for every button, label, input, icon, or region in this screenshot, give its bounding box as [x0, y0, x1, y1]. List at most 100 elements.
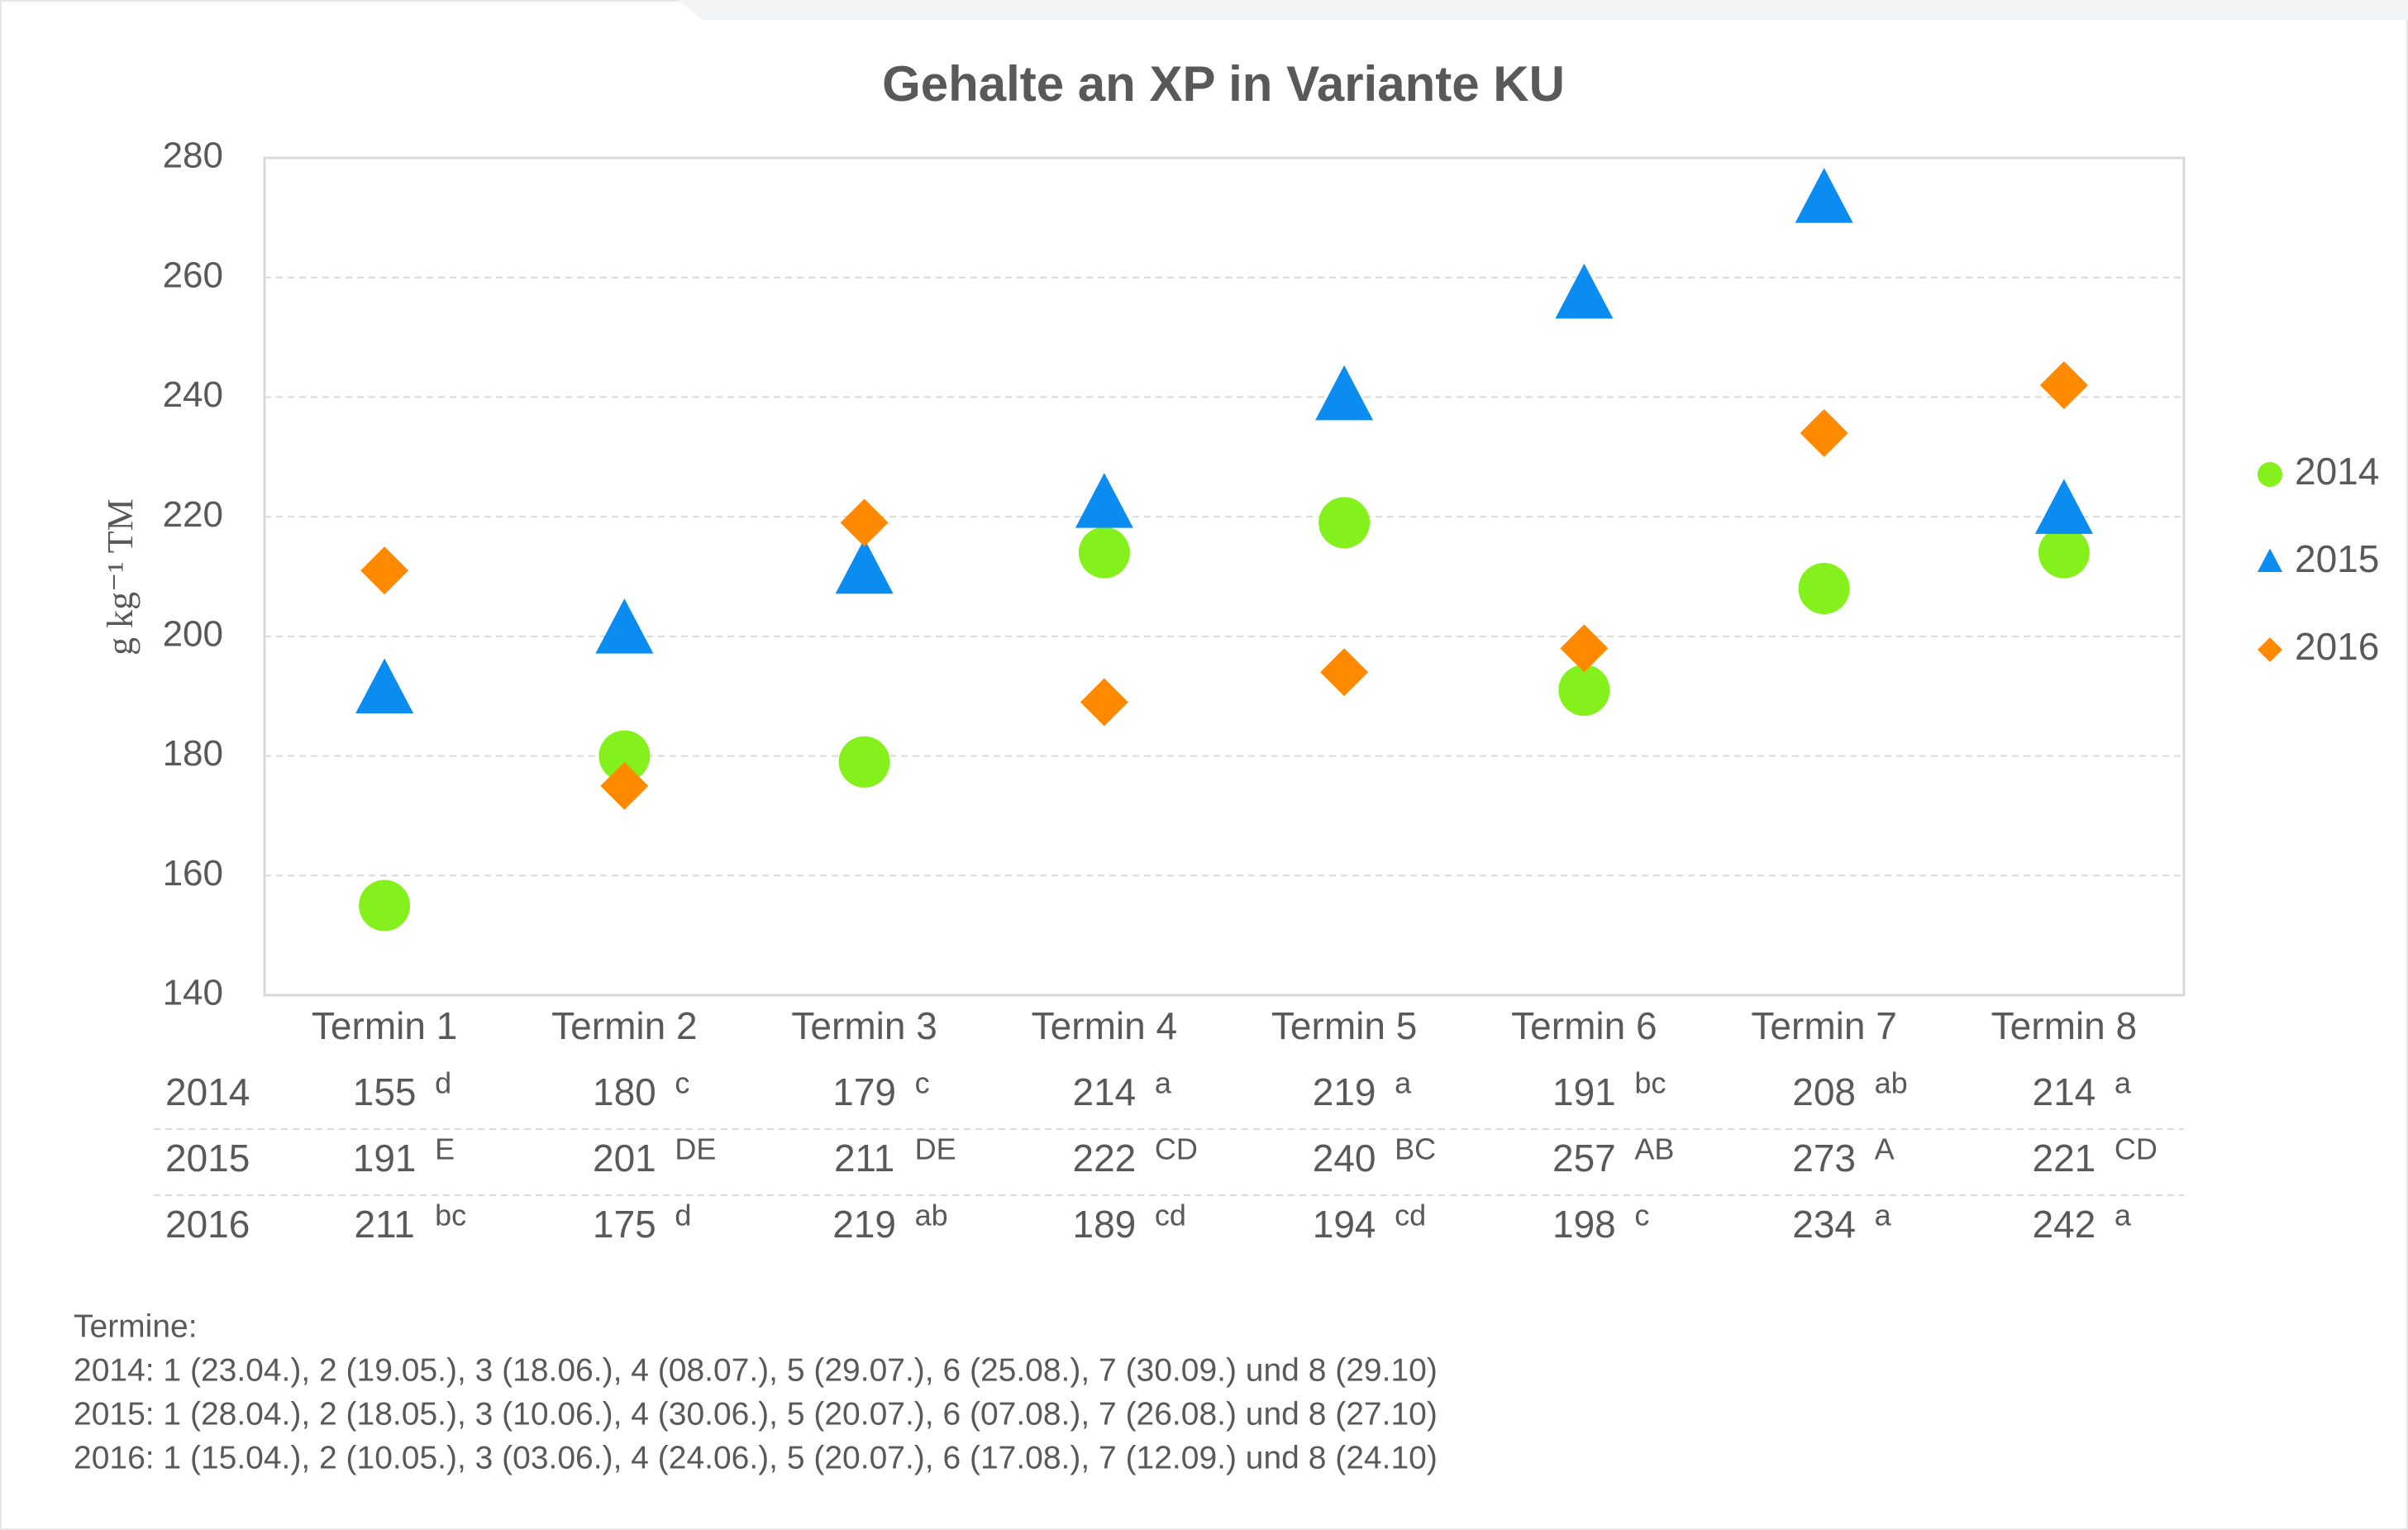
- table-value: 155: [353, 1070, 417, 1113]
- table-letter: d: [675, 1199, 691, 1232]
- point: [1075, 473, 1133, 528]
- table-letter: DE: [915, 1132, 956, 1166]
- table-letter: a: [1875, 1199, 1892, 1232]
- point: [595, 598, 654, 654]
- table-row-label: 2016: [165, 1203, 250, 1246]
- point: [1080, 678, 1128, 727]
- point: [1795, 168, 1853, 223]
- point: [1315, 365, 1374, 421]
- y-axis-label: g kg⁻¹ TM: [100, 498, 141, 655]
- table-letter: bc: [1634, 1066, 1666, 1100]
- y-tick-label: 140: [163, 973, 223, 1013]
- table-letter: CD: [1155, 1132, 1198, 1166]
- legend-label: 2015: [2295, 537, 2379, 580]
- table-value: 234: [1792, 1203, 1856, 1246]
- table-letter: ab: [915, 1199, 948, 1232]
- table-letter: cd: [1155, 1199, 1186, 1232]
- point: [1560, 624, 1609, 673]
- table-letter: a: [1155, 1066, 1172, 1100]
- table-value: 201: [593, 1137, 656, 1180]
- point: [360, 546, 409, 595]
- legend-marker: [2258, 462, 2282, 487]
- point: [1318, 497, 1371, 549]
- table-letter: a: [1395, 1066, 1412, 1100]
- table-value: 194: [1313, 1203, 1376, 1246]
- chart-title: Gehalte an XP in Variante KU: [882, 56, 1565, 112]
- table-letter: DE: [675, 1132, 716, 1166]
- point: [1320, 648, 1369, 697]
- table-value: 191: [1552, 1070, 1616, 1113]
- table-value: 240: [1313, 1137, 1376, 1180]
- table-value: 214: [2033, 1070, 2096, 1113]
- point: [359, 879, 411, 932]
- table-letter: a: [2115, 1066, 2132, 1100]
- point: [600, 761, 649, 810]
- table-value: 242: [2033, 1203, 2096, 1246]
- note: 2014: 1 (23.04.), 2 (19.05.), 3 (18.06.)…: [74, 1352, 1438, 1388]
- table-value: 219: [832, 1203, 896, 1246]
- plot-border: [263, 156, 2186, 997]
- table-letter: c: [675, 1066, 689, 1100]
- x-tick-label: Termin 3: [791, 1004, 937, 1047]
- point: [2038, 527, 2090, 579]
- table-value: 180: [593, 1070, 656, 1113]
- point: [1078, 527, 1130, 579]
- point: [1798, 562, 1850, 614]
- table-value: 211: [354, 1203, 414, 1246]
- table-letter: d: [435, 1066, 451, 1100]
- y-tick-label: 200: [163, 613, 223, 654]
- point: [1800, 408, 1848, 457]
- x-tick-label: Termin 4: [1032, 1004, 1177, 1047]
- table-value: 214: [1073, 1070, 1137, 1113]
- table-value: 219: [1313, 1070, 1376, 1113]
- point: [1558, 664, 1610, 716]
- table-value: 221: [2033, 1137, 2096, 1180]
- y-tick-label: 260: [163, 255, 223, 295]
- legend-marker: [2258, 637, 2282, 662]
- table-letter: CD: [2115, 1132, 2158, 1166]
- y-tick-label: 180: [163, 733, 223, 774]
- point: [2039, 360, 2088, 409]
- table-value: 273: [1792, 1137, 1856, 1180]
- table-letter: ab: [1875, 1066, 1908, 1100]
- table-value: 175: [593, 1203, 656, 1246]
- point: [835, 538, 894, 594]
- y-tick-label: 160: [163, 853, 223, 894]
- point: [1555, 263, 1614, 319]
- table-letter: c: [1634, 1199, 1649, 1232]
- x-tick-label: Termin 8: [1991, 1004, 2137, 1047]
- point: [2034, 479, 2093, 534]
- table-letter: E: [435, 1132, 455, 1166]
- table-value: 211: [834, 1137, 894, 1180]
- note: Termine:: [74, 1308, 198, 1344]
- table-letter: bc: [435, 1199, 466, 1232]
- note: 2015: 1 (28.04.), 2 (18.05.), 3 (10.06.)…: [74, 1396, 1438, 1432]
- x-tick-label: Termin 5: [1271, 1004, 1417, 1047]
- legend-label: 2014: [2295, 450, 2379, 493]
- legend-label: 2016: [2295, 625, 2379, 668]
- y-tick-label: 220: [163, 494, 223, 535]
- table-value: 257: [1552, 1137, 1616, 1180]
- table-value: 198: [1552, 1203, 1616, 1246]
- y-tick-label: 240: [163, 374, 223, 415]
- table-value: 179: [832, 1070, 896, 1113]
- table-row-label: 2015: [165, 1137, 250, 1180]
- x-tick-label: Termin 7: [1751, 1004, 1896, 1047]
- table-letter: a: [2115, 1199, 2132, 1232]
- table-value: 189: [1073, 1203, 1137, 1246]
- y-tick-label: 280: [163, 136, 223, 176]
- table-letter: A: [1875, 1132, 1895, 1166]
- table-row-label: 2014: [165, 1070, 250, 1113]
- table-letter: BC: [1395, 1132, 1436, 1166]
- table-letter: c: [915, 1066, 930, 1100]
- point: [838, 736, 890, 788]
- table-letter: AB: [1634, 1132, 1674, 1166]
- point: [840, 498, 889, 547]
- table-value: 208: [1792, 1070, 1856, 1113]
- legend-marker: [2258, 548, 2282, 572]
- point: [355, 658, 414, 713]
- top-strip: [678, 0, 2408, 20]
